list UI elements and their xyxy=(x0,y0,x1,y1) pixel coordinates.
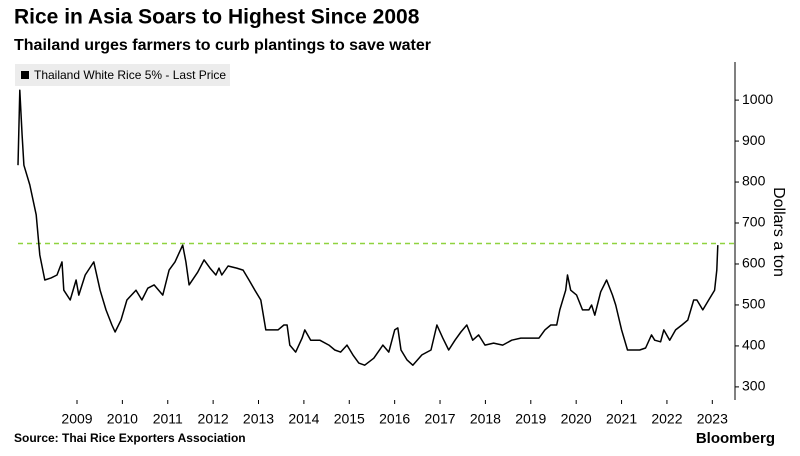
x-tick-label: 2009 xyxy=(61,411,92,427)
x-tick-label: 2014 xyxy=(288,411,319,427)
x-tick-label: 2023 xyxy=(697,411,728,427)
y-tick-label: 900 xyxy=(742,132,766,148)
x-tick-label: 2011 xyxy=(153,411,183,427)
x-tick-label: 2018 xyxy=(470,411,501,427)
y-tick-label: 800 xyxy=(742,173,766,189)
price-line xyxy=(17,89,719,366)
y-axis-label: Dollars a ton xyxy=(770,187,787,277)
brand: Bloomberg xyxy=(696,430,775,447)
x-tick-label: 2016 xyxy=(379,411,410,427)
y-tick-label: 1000 xyxy=(742,91,773,107)
y-tick-label: 700 xyxy=(742,214,766,230)
x-tick-label: 2020 xyxy=(561,411,592,427)
legend-label: Thailand White Rice 5% - Last Price xyxy=(34,68,226,82)
y-tick-label: 400 xyxy=(742,337,766,353)
chart-title: Rice in Asia Soars to Highest Since 2008 xyxy=(14,6,420,29)
x-tick-label: 2022 xyxy=(651,411,682,427)
x-tick-label: 2017 xyxy=(424,411,455,427)
y-tick-label: 300 xyxy=(742,378,766,394)
legend-box xyxy=(15,64,230,86)
chart-subtitle: Thailand urges farmers to curb plantings… xyxy=(14,37,431,54)
x-tick-label: 2012 xyxy=(198,411,229,427)
x-tick-label: 2015 xyxy=(334,411,365,427)
x-tick-label: 2021 xyxy=(606,411,637,427)
x-tick-label: 2013 xyxy=(243,411,274,427)
legend-swatch xyxy=(21,71,29,79)
source: Source: Thai Rice Exporters Association xyxy=(14,431,246,445)
y-tick-label: 500 xyxy=(742,296,766,312)
x-tick-label: 2019 xyxy=(515,411,546,427)
x-tick-label: 2010 xyxy=(107,411,138,427)
y-tick-label: 600 xyxy=(742,255,766,271)
